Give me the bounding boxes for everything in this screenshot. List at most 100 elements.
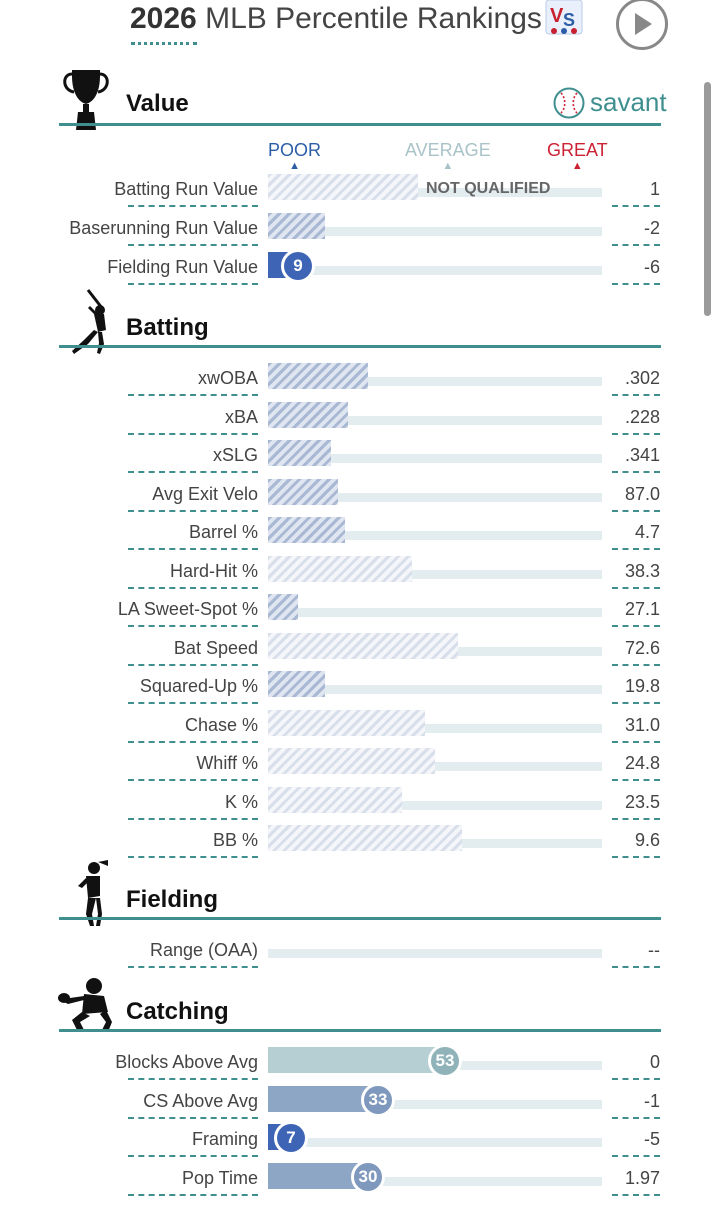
page-header: 2026 MLB Percentile Rankings V S: [0, 0, 716, 60]
percentile-bar: [268, 363, 368, 389]
metric-value: .228: [624, 406, 660, 427]
metric-row[interactable]: xBA .228: [0, 401, 716, 445]
section-title-batting: Batting: [126, 314, 209, 341]
metric-row[interactable]: Squared-Up % 19.8: [0, 671, 716, 714]
metric-value: 4.7: [634, 522, 660, 542]
metric-value: 38.3: [624, 560, 660, 581]
percentile-bar: [268, 786, 402, 813]
title-year: 2026: [130, 2, 197, 35]
play-icon: [635, 13, 652, 35]
percentile-bar: [268, 555, 412, 582]
row-divider: [128, 702, 258, 704]
metric-label: Baserunning Run Value: [69, 218, 258, 238]
metric-label: Blocks Above Avg: [115, 1052, 258, 1072]
row-divider: [128, 548, 258, 550]
metric-row[interactable]: Whiff % 24.8: [0, 748, 716, 791]
metric-label: K %: [224, 791, 258, 812]
row-divider: [128, 283, 258, 285]
section-fielding: Fielding: [0, 858, 716, 926]
percentile-track: [268, 492, 602, 502]
percentile-badge: 30: [351, 1159, 385, 1194]
row-divider: [612, 779, 660, 781]
metric-row[interactable]: Hard-Hit % 38.3: [0, 555, 716, 599]
metric-value: 1.97: [624, 1167, 660, 1188]
percentile-bar: [268, 709, 425, 736]
percentile-track: [268, 1099, 602, 1109]
percentile-track: [268, 608, 602, 617]
percentile-bar: [268, 671, 325, 697]
metric-value: 19.8: [624, 676, 660, 696]
row-divider: [128, 817, 258, 820]
row-divider: [612, 1078, 660, 1080]
percentile-track: [268, 685, 602, 694]
metric-row[interactable]: CS Above Avg 33 -1: [0, 1082, 716, 1129]
title-underline: [131, 42, 197, 45]
percentile-track: [268, 1138, 602, 1147]
metric-row[interactable]: Blocks Above Avg 53 0: [0, 1044, 716, 1090]
percentile-track: [268, 762, 602, 771]
row-divider: [612, 817, 660, 820]
percentile-bar: [268, 213, 325, 239]
row-divider: [128, 394, 258, 396]
page-title: 2026 MLB Percentile Rankings: [130, 2, 542, 36]
title-text: MLB Percentile Rankings: [205, 2, 542, 35]
play-button[interactable]: [616, 0, 668, 50]
metric-row[interactable]: xwOBA .302: [0, 363, 716, 406]
row-divider: [128, 586, 258, 589]
percentile-track: [268, 454, 602, 463]
metric-label: Framing: [191, 1129, 258, 1149]
metric-row[interactable]: Framing 7 -5: [0, 1121, 716, 1167]
metric-row[interactable]: Pop Time 30 1.97: [0, 1159, 716, 1206]
metric-value: -5: [643, 1129, 660, 1149]
percentile-bar: [268, 825, 462, 851]
legend-great-label: GREAT: [547, 140, 608, 160]
percentile-track: [268, 266, 602, 275]
metric-row[interactable]: Avg Exit Velo 87.0: [0, 478, 716, 522]
row-divider: [128, 471, 258, 473]
metric-label: Bat Speed: [173, 637, 258, 658]
percentile-badge: 53: [428, 1044, 462, 1078]
scrollbar[interactable]: [704, 82, 711, 316]
metric-row[interactable]: Baserunning Run Value -2: [0, 213, 716, 256]
row-divider: [128, 1155, 258, 1157]
percentile-track: [268, 949, 602, 958]
metric-label: Pop Time: [181, 1167, 258, 1188]
legend-great: GREAT ▲: [547, 140, 608, 172]
legend-average-label: AVERAGE: [405, 140, 491, 160]
section-batting: Batting: [0, 288, 716, 354]
section-divider: [59, 917, 661, 920]
percentile-bar: [268, 440, 331, 466]
row-divider: [612, 471, 660, 473]
metric-row[interactable]: Bat Speed 72.6: [0, 632, 716, 676]
section-catching: Catching: [0, 970, 716, 1032]
metric-row[interactable]: Barrel % 4.7: [0, 517, 716, 560]
savant-link[interactable]: savant: [590, 87, 667, 117]
metric-row[interactable]: Fielding Run Value 9 -6: [0, 249, 716, 295]
percentile-bar: [268, 632, 458, 659]
row-divider: [128, 509, 258, 512]
metric-row[interactable]: LA Sweet-Spot % 27.1: [0, 594, 716, 637]
row-divider: [128, 1078, 258, 1080]
metric-value: --: [648, 940, 660, 960]
row-divider: [128, 966, 258, 968]
metric-row[interactable]: Chase % 31.0: [0, 709, 716, 753]
percentile-badge: 7: [274, 1121, 308, 1155]
row-divider: [612, 586, 660, 589]
metric-row[interactable]: Batting Run Value NOT QUALIFIED 1: [0, 174, 716, 217]
metric-row[interactable]: xSLG .341: [0, 440, 716, 483]
metric-row[interactable]: Range (OAA) --: [0, 940, 716, 978]
fielder-icon: [78, 860, 108, 926]
percentile-track: [268, 531, 602, 540]
metric-row[interactable]: BB % 9.6: [0, 825, 716, 868]
row-divider: [612, 394, 660, 396]
metric-label: CS Above Avg: [143, 1090, 258, 1111]
vs-logo-icon: V S: [545, 0, 583, 35]
section-title-catching: Catching: [126, 998, 229, 1025]
metric-label: Hard-Hit %: [169, 560, 258, 581]
metric-value: 1: [649, 179, 660, 199]
baseball-icon[interactable]: [552, 86, 586, 120]
row-divider: [128, 244, 258, 246]
row-divider: [612, 856, 660, 858]
section-divider: [59, 345, 661, 348]
metric-row[interactable]: K % 23.5: [0, 786, 716, 830]
